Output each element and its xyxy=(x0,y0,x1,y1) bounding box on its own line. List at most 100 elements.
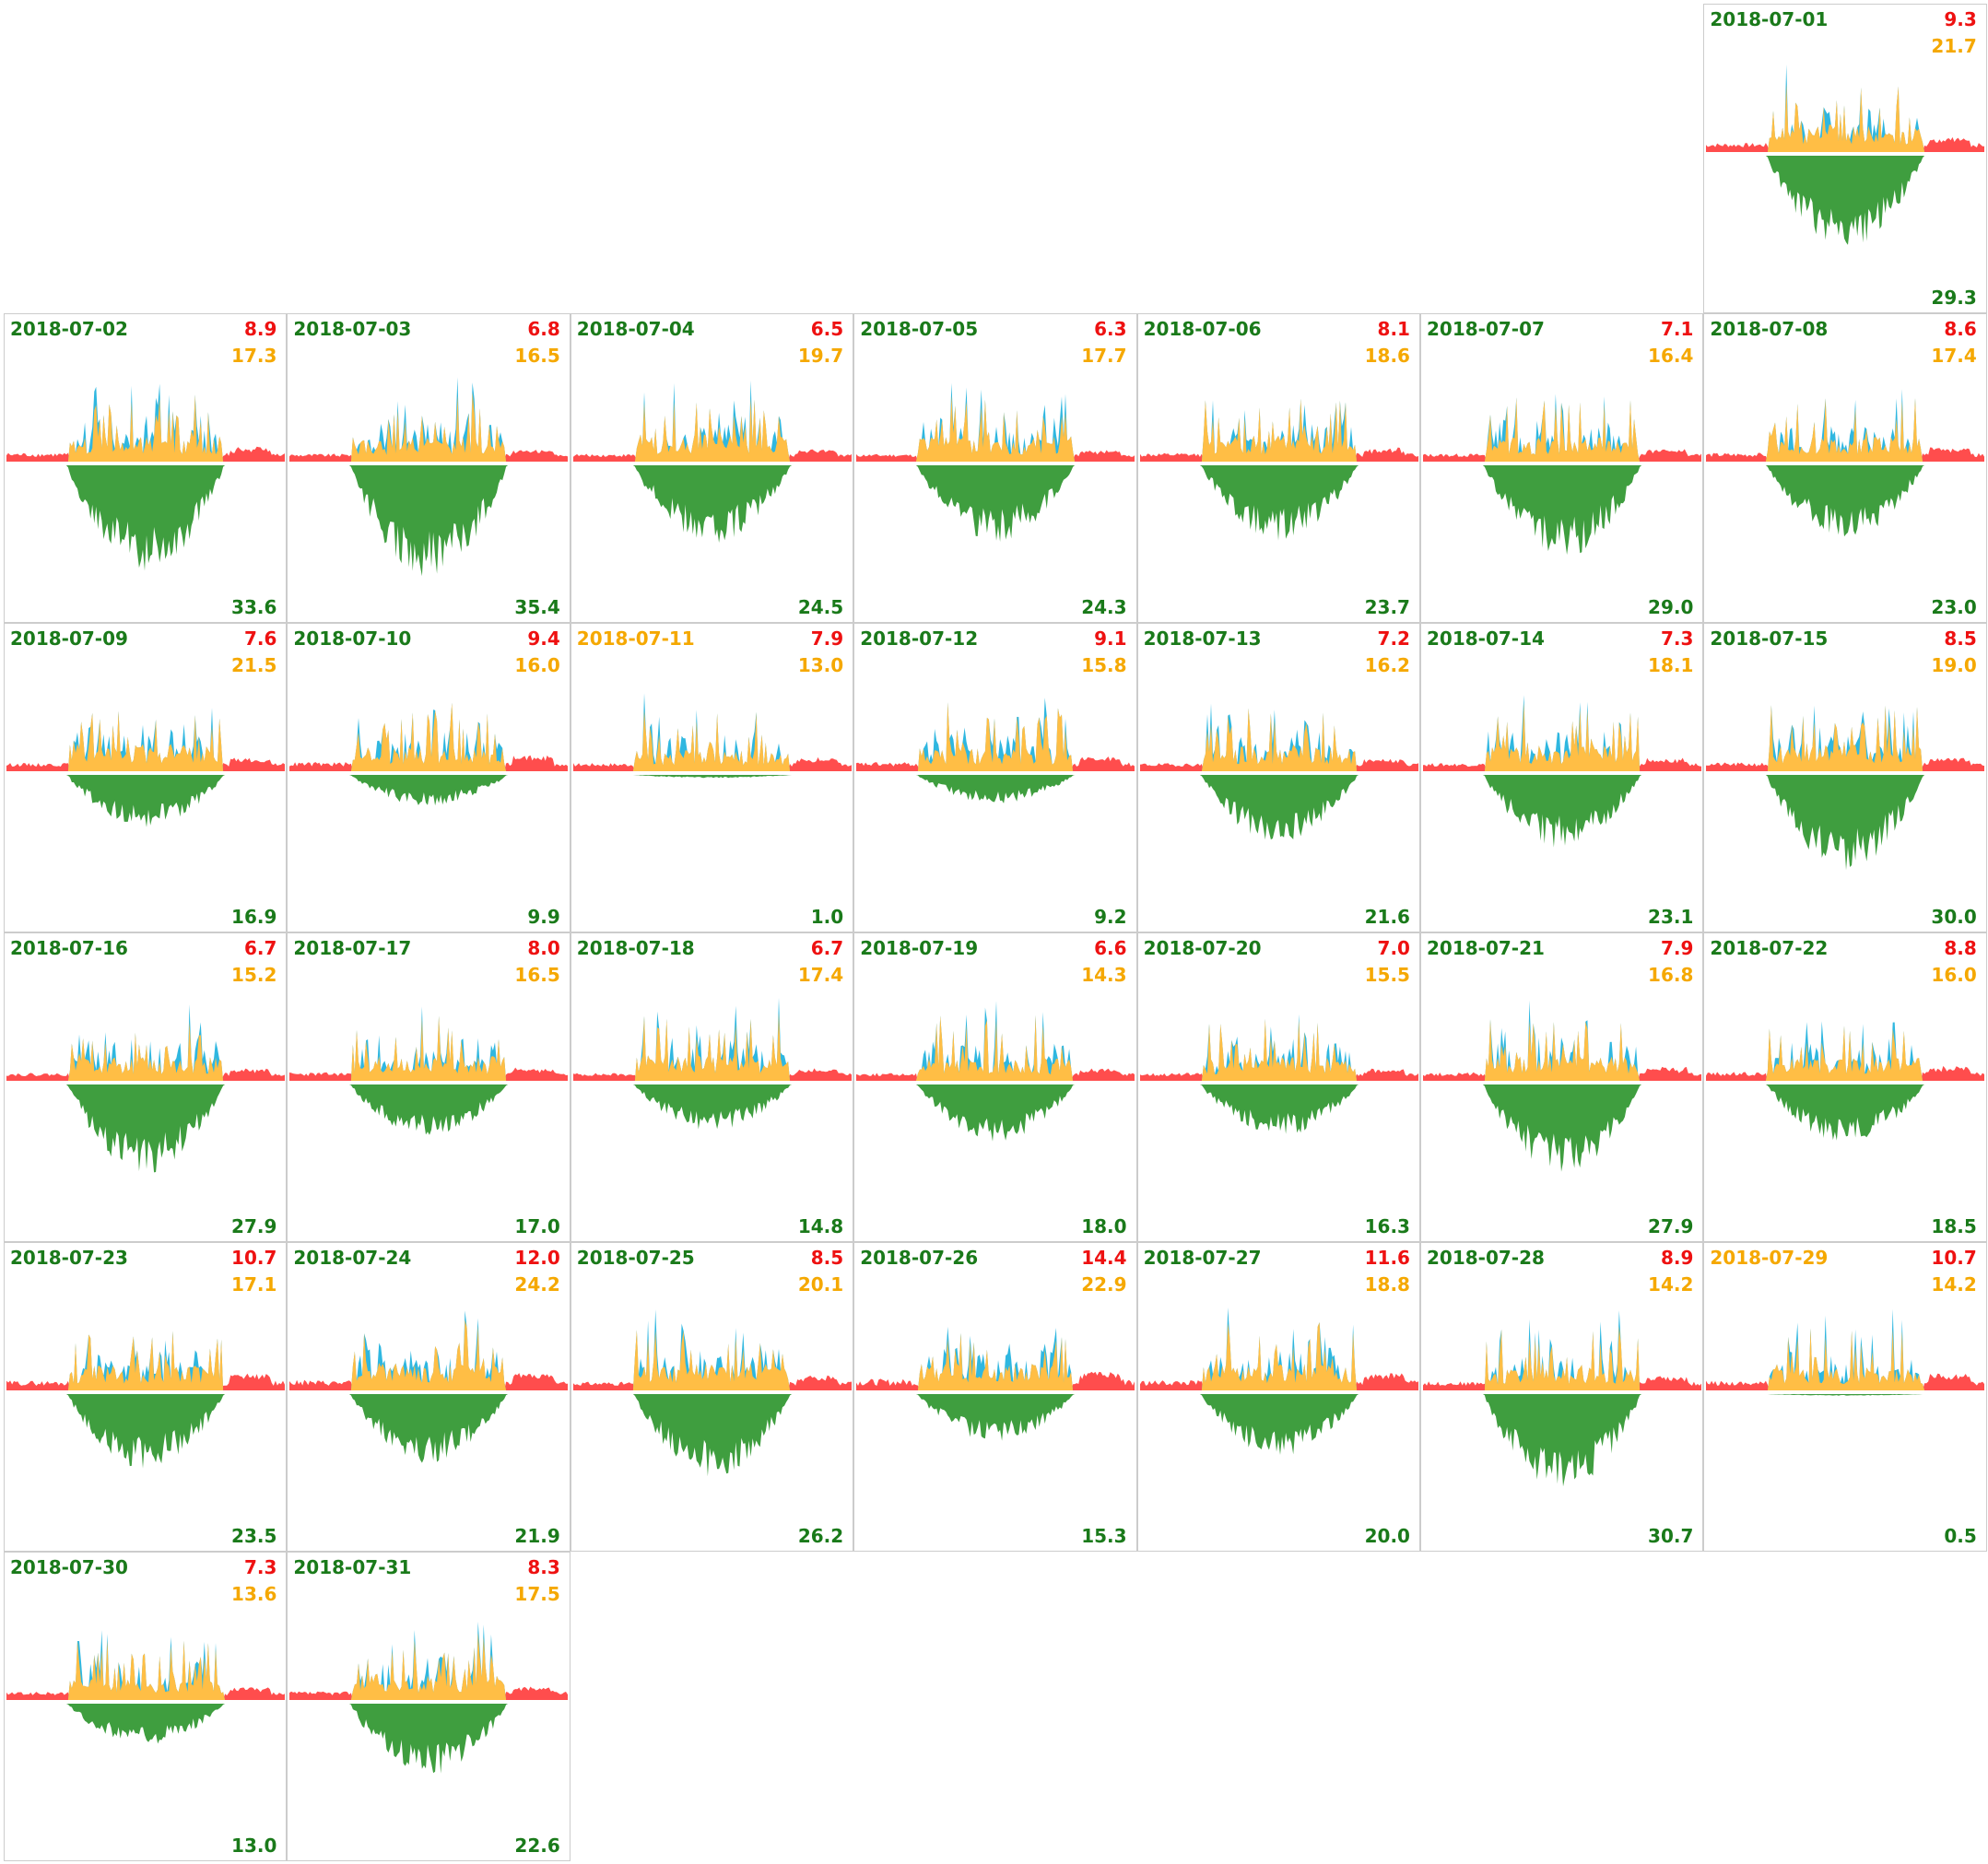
generation-area xyxy=(289,1394,569,1463)
day-profile-chart xyxy=(289,702,569,806)
day-date-label: 2018-07-29 xyxy=(1710,1247,1829,1269)
generation-area xyxy=(289,465,569,577)
pv-generation-value: 14.8 xyxy=(797,1215,844,1237)
self-consumption-area xyxy=(6,394,285,462)
grid-import-area xyxy=(6,1068,285,1081)
day-profile-chart xyxy=(1423,1310,1701,1487)
grid-import-area xyxy=(856,450,1135,462)
generation-area xyxy=(6,775,285,827)
day-date-label: 2018-07-12 xyxy=(860,627,979,650)
self-consumption-area xyxy=(572,398,852,462)
export-area xyxy=(1423,695,1701,771)
self-consumption-area xyxy=(289,392,569,462)
pv-generation-value: 9.2 xyxy=(1094,906,1127,928)
grid-import-value: 7.0 xyxy=(1377,937,1410,959)
grid-import-area xyxy=(1139,447,1418,462)
grid-import-value: 6.6 xyxy=(1094,937,1127,959)
self-consumption-area xyxy=(856,702,1135,771)
pv-generation-value: 16.3 xyxy=(1364,1215,1410,1237)
pv-generation-value: 33.6 xyxy=(231,596,277,618)
self-consumption-area xyxy=(6,1021,285,1081)
generation-area xyxy=(6,1394,285,1469)
day-cell: 2018-07-09 7.6 21.5 16.9 xyxy=(4,623,288,932)
generation-area xyxy=(856,465,1135,542)
export-area xyxy=(1423,1000,1701,1081)
generation-area xyxy=(572,1084,852,1130)
self-consumption-area xyxy=(1139,398,1418,462)
grid-import-area xyxy=(289,1067,569,1081)
self-consumption-area xyxy=(6,1640,285,1700)
self-use-value: 17.4 xyxy=(797,964,844,986)
generation-area xyxy=(6,465,285,571)
grid-import-value: 12.0 xyxy=(514,1247,560,1269)
day-date-label: 2018-07-06 xyxy=(1143,318,1262,340)
grid-import-value: 9.3 xyxy=(1944,8,1977,30)
day-profile-chart xyxy=(1706,1021,1985,1141)
day-cell: 2018-07-29 10.7 14.2 0.5 xyxy=(1703,1242,1987,1552)
grid-import-area xyxy=(572,756,852,771)
pv-generation-value: 24.3 xyxy=(1081,596,1127,618)
self-use-value: 15.2 xyxy=(231,964,277,986)
self-use-value: 18.8 xyxy=(1364,1273,1410,1295)
day-cell: 2018-07-03 6.8 16.5 35.4 xyxy=(287,313,571,623)
day-profile-chart xyxy=(856,382,1135,542)
grid-import-value: 6.3 xyxy=(1094,318,1127,340)
grid-import-area xyxy=(856,1068,1135,1081)
generation-area xyxy=(856,775,1135,803)
self-use-value: 18.6 xyxy=(1364,345,1410,367)
grid-import-value: 8.3 xyxy=(527,1556,560,1578)
generation-area xyxy=(572,1394,852,1477)
grid-import-value: 10.7 xyxy=(1931,1247,1977,1269)
self-consumption-area xyxy=(856,1332,1135,1390)
self-consumption-area xyxy=(572,1013,852,1081)
self-use-value: 13.0 xyxy=(797,654,844,676)
day-profile-chart xyxy=(1139,1307,1418,1455)
grid-import-area xyxy=(1423,757,1701,771)
day-cell: 2018-07-21 7.9 16.8 27.9 xyxy=(1420,932,1704,1242)
day-cell: 2018-07-31 8.3 17.5 22.6 xyxy=(287,1552,571,1861)
generation-area xyxy=(1706,775,1985,871)
generation-area xyxy=(1423,465,1701,555)
day-cell: 2018-07-16 6.7 15.2 27.9 xyxy=(4,932,288,1242)
grid-import-area xyxy=(1423,1066,1701,1081)
day-cell: 2018-07-15 8.5 19.0 30.0 xyxy=(1703,623,1987,932)
self-use-value: 17.5 xyxy=(514,1583,560,1605)
day-date-label: 2018-07-05 xyxy=(860,318,979,340)
pv-generation-value: 13.0 xyxy=(231,1835,277,1857)
self-consumption-area xyxy=(856,1014,1135,1081)
day-profile-chart xyxy=(856,698,1135,803)
pv-generation-value: 23.7 xyxy=(1364,596,1410,618)
day-date-label: 2018-07-21 xyxy=(1427,937,1545,959)
day-cell: 2018-07-30 7.3 13.6 13.0 xyxy=(4,1552,288,1861)
day-cell: 2018-07-27 11.6 18.8 20.0 xyxy=(1136,1242,1420,1552)
day-cell: 2018-07-20 7.0 15.5 16.3 xyxy=(1136,932,1420,1242)
self-consumption-area xyxy=(1706,705,1985,771)
generation-area xyxy=(1706,1084,1985,1141)
day-cell: 2018-07-14 7.3 18.1 23.1 xyxy=(1420,623,1704,932)
self-use-value: 14.3 xyxy=(1081,964,1127,986)
day-profile-chart xyxy=(856,1001,1135,1142)
generation-area xyxy=(289,1704,569,1774)
day-date-label: 2018-07-20 xyxy=(1143,937,1262,959)
grid-import-area xyxy=(289,1373,569,1390)
grid-import-value: 7.2 xyxy=(1377,627,1410,650)
grid-import-value: 8.1 xyxy=(1377,318,1410,340)
self-consumption-area xyxy=(289,1319,569,1390)
pv-generation-value: 0.5 xyxy=(1944,1525,1977,1547)
day-cell: 2018-07-24 12.0 24.2 21.9 xyxy=(287,1242,571,1552)
day-profile-chart xyxy=(6,1630,285,1744)
day-cell: 2018-07-06 8.1 18.6 23.7 xyxy=(1136,313,1420,623)
day-profile-chart xyxy=(572,997,852,1130)
pv-generation-value: 15.3 xyxy=(1081,1525,1127,1547)
day-profile-chart xyxy=(6,1004,285,1173)
day-date-label: 2018-07-10 xyxy=(293,627,412,650)
self-consumption-area xyxy=(289,702,569,771)
grid-import-area xyxy=(289,450,569,462)
self-use-value: 13.6 xyxy=(231,1583,277,1605)
generation-area xyxy=(572,775,852,779)
pv-generation-value: 9.9 xyxy=(527,906,560,928)
self-use-value: 16.0 xyxy=(1931,964,1977,986)
day-date-label: 2018-07-01 xyxy=(1710,8,1829,30)
day-date-label: 2018-07-26 xyxy=(860,1247,979,1269)
pv-generation-value: 24.5 xyxy=(797,596,844,618)
